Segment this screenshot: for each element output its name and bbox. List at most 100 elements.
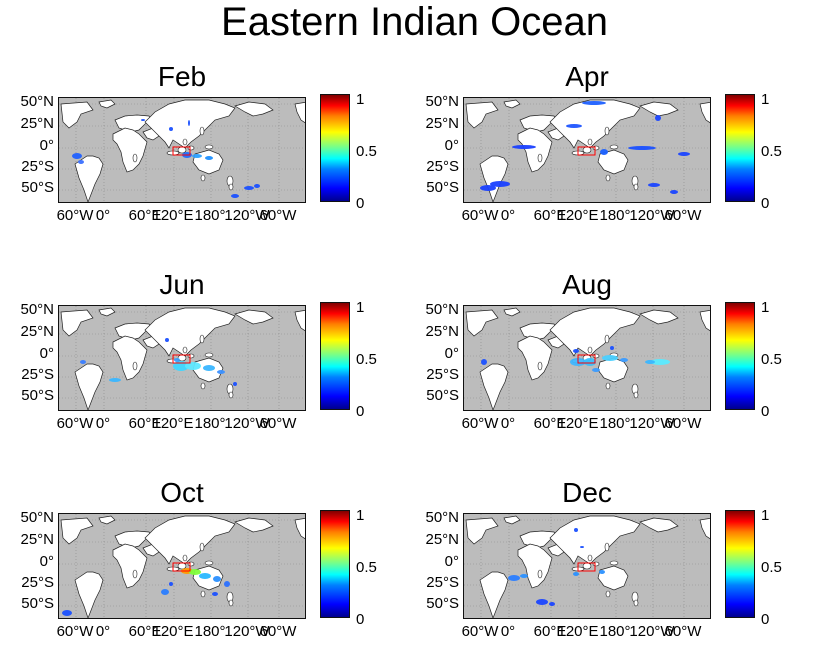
source-region-box — [172, 354, 191, 364]
colorbar-tick-label: 0 — [356, 611, 365, 628]
panel-title: Apr — [565, 61, 609, 92]
landmass — [699, 517, 710, 540]
panel-title: Dec — [562, 477, 612, 508]
probability-patch — [645, 360, 655, 364]
landmass — [114, 114, 152, 133]
colorbar-tick-label: 1 — [761, 507, 770, 524]
colorbar-tick-label: 1 — [761, 299, 770, 316]
x-tick-label: 180° — [194, 415, 226, 432]
x-tick-label: 60°E — [128, 207, 162, 224]
island — [228, 183, 234, 191]
island — [177, 146, 187, 154]
map-panel: Aug 50°N 25°N 0° 25°S 50°S 60°W 0° 60°E 120°E 180°… — [405, 270, 781, 460]
world-map — [464, 306, 710, 410]
probability-patch — [174, 358, 180, 362]
source-region-box — [172, 146, 191, 156]
landmass — [114, 322, 152, 341]
landmass — [517, 335, 553, 381]
x-tick-label: 60°W — [259, 415, 297, 432]
probability-patch — [165, 338, 169, 342]
island — [582, 562, 592, 570]
world-map — [59, 306, 305, 410]
island — [204, 560, 214, 566]
probability-patch — [141, 119, 145, 121]
map-area — [463, 305, 711, 411]
y-tick-label: 25°N — [425, 323, 459, 340]
island — [182, 554, 188, 562]
landmass — [503, 515, 521, 525]
panel-title: Feb — [157, 61, 207, 92]
landmass — [479, 363, 509, 410]
probability-patch — [648, 183, 660, 187]
world-map — [464, 98, 710, 202]
probability-patch — [233, 382, 237, 386]
landmass — [465, 517, 499, 545]
island — [587, 138, 593, 146]
island — [609, 560, 619, 566]
x-tick-label: 120°W — [224, 207, 270, 224]
landmass — [517, 543, 553, 589]
probability-patch — [582, 101, 606, 105]
colorbar-tick-label: 0 — [761, 195, 770, 212]
landmass — [597, 357, 629, 383]
landmass — [74, 155, 104, 202]
x-tick-label: 0° — [95, 415, 111, 432]
colorbar-tick-label: 0 — [356, 195, 365, 212]
probability-patch — [224, 581, 230, 587]
landmass — [465, 101, 499, 129]
source-region-box — [577, 146, 596, 156]
x-tick-label: 60°W — [56, 207, 94, 224]
landmass — [517, 127, 553, 173]
island — [537, 153, 543, 163]
y-tick-label: 50°N — [20, 509, 54, 526]
probability-patch — [72, 153, 82, 159]
probability-patch — [109, 378, 121, 382]
x-tick-label: 180° — [194, 623, 226, 640]
landmass — [112, 335, 148, 381]
probability-patch — [584, 358, 596, 366]
map-panel: Oct 50°N 25°N 0° 25°S 50°S 60°W 0° 60°E 120°E 180°… — [0, 478, 376, 668]
probability-patch — [536, 599, 548, 605]
y-tick-label: 50°S — [21, 179, 54, 196]
probability-patch — [189, 569, 201, 575]
landmass — [503, 307, 521, 317]
probability-patch — [520, 574, 528, 578]
colorbar — [320, 510, 350, 618]
landmass — [98, 515, 116, 525]
probability-patch — [566, 124, 582, 128]
landmass — [549, 515, 641, 565]
x-tick-label: 60°W — [461, 623, 499, 640]
y-tick-label: 50°N — [425, 93, 459, 110]
x-tick-label: 120°W — [224, 415, 270, 432]
island — [587, 346, 593, 354]
colorbar-tick-label: 0.5 — [356, 351, 377, 368]
landmass — [294, 309, 305, 332]
probability-patch — [628, 146, 656, 150]
world-map — [464, 514, 710, 618]
colorbar-tick-label: 0 — [356, 403, 365, 420]
probability-patch — [80, 360, 86, 364]
probability-patch — [62, 610, 72, 616]
island — [587, 554, 593, 562]
landmass — [639, 101, 679, 117]
island — [604, 542, 610, 552]
probability-patch — [508, 575, 520, 581]
island — [582, 146, 592, 154]
y-tick-label: 25°N — [425, 531, 459, 548]
island — [537, 361, 543, 371]
island — [605, 590, 611, 598]
x-tick-label: 0° — [500, 207, 516, 224]
probability-patch — [573, 572, 579, 576]
x-tick-label: 0° — [500, 415, 516, 432]
panel-title: Jun — [159, 269, 205, 300]
x-tick-label: 120°W — [629, 207, 675, 224]
probability-patch — [192, 154, 202, 158]
island — [132, 153, 138, 163]
x-tick-label: 60°E — [128, 415, 162, 432]
y-tick-label: 50°N — [20, 301, 54, 318]
probability-patch — [199, 573, 211, 579]
x-tick-label: 60°W — [56, 623, 94, 640]
probability-patch — [600, 149, 608, 155]
x-tick-label: 180° — [599, 623, 631, 640]
y-tick-label: 25°N — [20, 531, 54, 548]
